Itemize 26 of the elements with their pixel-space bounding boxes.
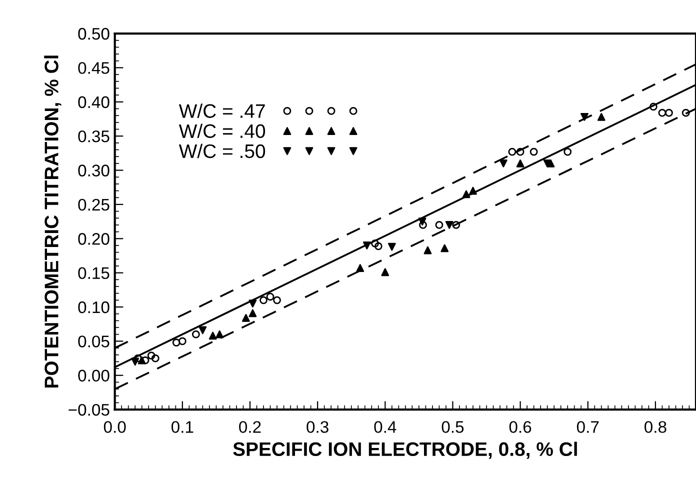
x-axis-title: SPECIFIC ION ELECTRODE, 0.8, % Cl bbox=[233, 442, 577, 459]
y-tick-label: 0.05 bbox=[78, 336, 110, 348]
y-axis-title: POTENTIOMETRIC TITRATION, % Cl bbox=[44, 56, 62, 388]
x-tick-label: 0.7 bbox=[576, 421, 599, 433]
x-tick-label: 0.6 bbox=[509, 421, 532, 433]
x-tick-label: 0.8 bbox=[644, 421, 666, 433]
x-tick-label: 0.3 bbox=[306, 421, 328, 433]
legend-label: W/C = .47 bbox=[178, 104, 265, 118]
x-tick-label: 0.1 bbox=[171, 421, 194, 433]
y-tick-label: 0.30 bbox=[78, 164, 110, 176]
y-tick-label: 0.25 bbox=[78, 198, 110, 211]
y-tick-label: 0.50 bbox=[78, 28, 110, 40]
x-tick-label: 0.0 bbox=[104, 421, 126, 433]
x-tick-label: 0.2 bbox=[239, 421, 261, 433]
legend-label: W/C = .50 bbox=[178, 144, 266, 158]
y-tick-label: 0.20 bbox=[78, 233, 110, 245]
y-tick-label: 0.15 bbox=[78, 267, 110, 280]
y-tick-label: 0.10 bbox=[78, 301, 110, 314]
y-tick-label: 0.45 bbox=[78, 62, 110, 74]
y-tick-label: −0.05 bbox=[68, 404, 110, 416]
legend-label: W/C = .40 bbox=[178, 124, 266, 138]
y-tick-label: 0.40 bbox=[78, 96, 110, 108]
y-tick-label: 0.00 bbox=[78, 370, 110, 382]
x-tick-label: 0.4 bbox=[374, 421, 396, 433]
x-tick-label: 0.5 bbox=[442, 421, 464, 433]
y-tick-label: 0.35 bbox=[78, 130, 110, 142]
